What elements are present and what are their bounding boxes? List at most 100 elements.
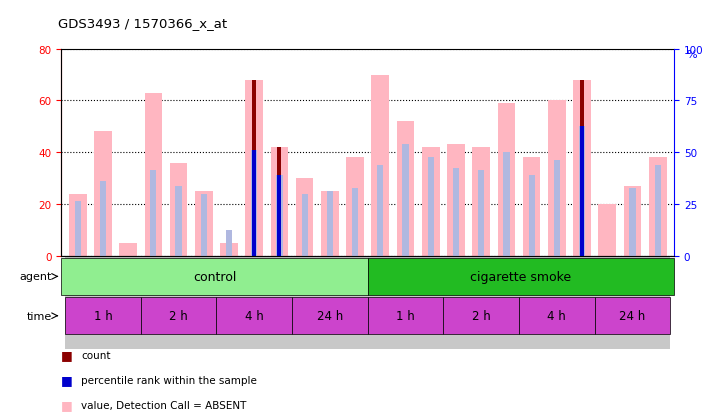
- Bar: [629, 189, 636, 256]
- Bar: [270, 147, 288, 256]
- Text: %: %: [686, 50, 697, 59]
- Bar: [276, 176, 283, 256]
- Bar: [548, 101, 566, 256]
- Bar: [119, 243, 137, 256]
- Bar: [494, 256, 519, 349]
- Bar: [377, 166, 384, 256]
- Bar: [519, 297, 595, 335]
- Bar: [301, 194, 308, 256]
- Bar: [519, 256, 544, 349]
- Bar: [169, 163, 187, 256]
- Bar: [595, 297, 671, 335]
- Bar: [141, 256, 166, 349]
- Bar: [649, 158, 667, 256]
- Bar: [645, 256, 671, 349]
- Bar: [68, 194, 87, 256]
- Bar: [166, 256, 191, 349]
- Bar: [278, 147, 281, 256]
- Bar: [352, 189, 358, 256]
- Text: percentile rank within the sample: percentile rank within the sample: [81, 375, 257, 385]
- Bar: [503, 153, 510, 256]
- Bar: [402, 145, 409, 256]
- Text: 4 h: 4 h: [547, 309, 566, 323]
- Bar: [226, 230, 232, 256]
- Bar: [251, 150, 257, 256]
- Bar: [99, 181, 106, 256]
- Text: 24 h: 24 h: [619, 309, 645, 323]
- Bar: [422, 147, 440, 256]
- Bar: [321, 192, 339, 256]
- Bar: [342, 256, 368, 349]
- Text: ■: ■: [61, 349, 73, 362]
- Bar: [292, 297, 368, 335]
- Bar: [175, 186, 182, 256]
- Bar: [90, 256, 115, 349]
- Bar: [580, 127, 584, 256]
- Bar: [252, 150, 256, 256]
- Text: value, Detection Call = ABSENT: value, Detection Call = ABSENT: [81, 400, 247, 410]
- Bar: [346, 158, 364, 256]
- Bar: [245, 81, 263, 256]
- Bar: [317, 256, 342, 349]
- Text: ■: ■: [61, 373, 73, 387]
- Bar: [267, 256, 292, 349]
- Bar: [624, 186, 642, 256]
- Bar: [327, 192, 333, 256]
- Text: 1 h: 1 h: [94, 309, 112, 323]
- Bar: [443, 256, 469, 349]
- Text: time: time: [27, 311, 52, 321]
- Text: 2 h: 2 h: [169, 309, 188, 323]
- Bar: [220, 243, 238, 256]
- Bar: [393, 256, 418, 349]
- Bar: [418, 256, 443, 349]
- Bar: [278, 176, 281, 256]
- Text: control: control: [193, 270, 236, 283]
- Bar: [368, 256, 393, 349]
- Bar: [150, 171, 156, 256]
- Bar: [65, 256, 90, 349]
- Bar: [216, 256, 242, 349]
- Bar: [595, 256, 620, 349]
- Text: 4 h: 4 h: [245, 309, 264, 323]
- Bar: [573, 81, 591, 256]
- Bar: [292, 256, 317, 349]
- Bar: [544, 256, 570, 349]
- Bar: [472, 147, 490, 256]
- Text: agent: agent: [19, 272, 52, 282]
- Bar: [296, 178, 314, 256]
- Bar: [65, 297, 141, 335]
- Bar: [497, 104, 516, 256]
- Bar: [368, 258, 674, 295]
- Bar: [191, 256, 216, 349]
- Bar: [252, 81, 256, 256]
- Bar: [141, 297, 216, 335]
- Bar: [655, 166, 661, 256]
- Bar: [580, 81, 584, 256]
- Bar: [74, 202, 81, 256]
- Text: 24 h: 24 h: [317, 309, 343, 323]
- Text: count: count: [81, 350, 111, 360]
- Bar: [453, 169, 459, 256]
- Bar: [368, 297, 443, 335]
- Bar: [200, 194, 207, 256]
- Bar: [598, 204, 616, 256]
- Text: 1 h: 1 h: [396, 309, 415, 323]
- Bar: [195, 192, 213, 256]
- Bar: [216, 297, 292, 335]
- Bar: [397, 122, 415, 256]
- Bar: [242, 256, 267, 349]
- Bar: [478, 171, 485, 256]
- Bar: [469, 256, 494, 349]
- Bar: [570, 256, 595, 349]
- Text: ■: ■: [61, 398, 73, 411]
- Bar: [94, 132, 112, 256]
- Bar: [528, 176, 535, 256]
- Bar: [554, 161, 560, 256]
- Bar: [115, 256, 141, 349]
- Bar: [579, 127, 585, 256]
- Text: 2 h: 2 h: [472, 309, 490, 323]
- Bar: [144, 93, 162, 256]
- Bar: [447, 145, 465, 256]
- Text: GDS3493 / 1570366_x_at: GDS3493 / 1570366_x_at: [58, 17, 227, 29]
- Bar: [371, 75, 389, 256]
